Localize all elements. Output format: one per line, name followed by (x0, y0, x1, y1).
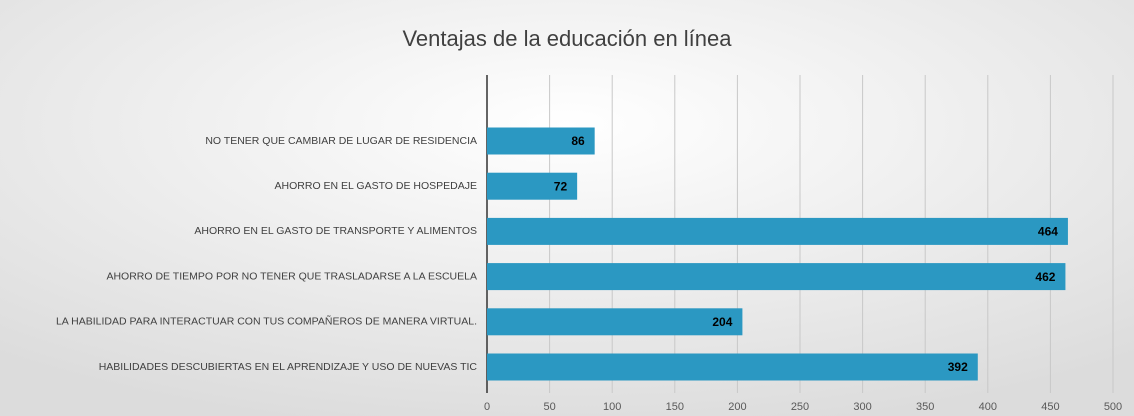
x-tick-label: 250 (791, 401, 809, 413)
bar (487, 263, 1066, 291)
y-tick-label: AHORRO EN EL GASTO DE HOSPEDAJE (275, 180, 477, 192)
bar (487, 127, 595, 155)
x-tick-label: 350 (916, 401, 934, 413)
bar (487, 308, 743, 336)
value-label: 464 (1038, 225, 1058, 239)
y-tick-label: NO TENER QUE CAMBIAR DE LUGAR DE RESIDEN… (205, 135, 477, 147)
bar (487, 172, 578, 200)
x-tick-label: 450 (1041, 401, 1059, 413)
value-label: 72 (554, 179, 568, 193)
x-tick-label: 100 (603, 401, 621, 413)
bar (487, 353, 978, 381)
value-label: 204 (712, 315, 732, 329)
x-tick-label: 200 (728, 401, 746, 413)
x-tick-label: 50 (543, 401, 555, 413)
y-tick-label: HABILIDADES DESCUBIERTAS EN EL APRENDIZA… (99, 361, 478, 373)
y-tick-label: AHORRO EN EL GASTO DE TRANSPORTE Y ALIME… (194, 225, 477, 237)
x-tick-label: 500 (1104, 401, 1122, 413)
x-tick-label: 150 (666, 401, 684, 413)
y-tick-label: LA HABILIDAD PARA INTERACTUAR CON TUS CO… (56, 315, 477, 328)
x-tick-label: 0 (484, 401, 490, 413)
value-label: 392 (948, 360, 968, 374)
value-label: 86 (571, 134, 585, 148)
chart-title: Ventajas de la educación en línea (402, 26, 732, 51)
x-tick-label: 300 (853, 401, 871, 413)
y-tick-label: AHORRO DE TIEMPO POR NO TENER QUE TRASLA… (106, 270, 477, 282)
x-tick-label: 400 (979, 401, 997, 413)
value-label: 462 (1035, 270, 1055, 284)
bar (487, 217, 1068, 245)
